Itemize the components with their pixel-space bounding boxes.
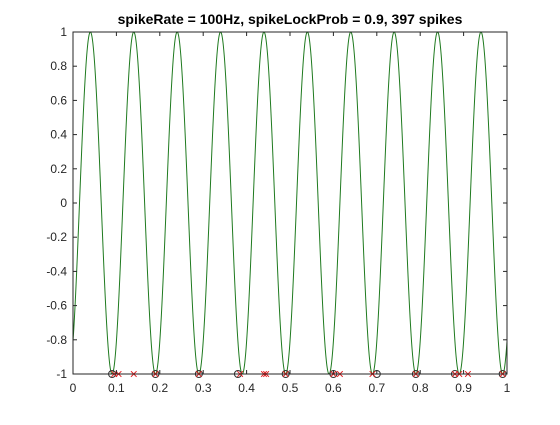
plot-frame <box>72 31 508 375</box>
x-tick-label: 0 <box>70 381 77 395</box>
x-tick-label: 1 <box>504 381 511 395</box>
y-tick-label: -0.4 <box>46 264 67 278</box>
y-tick-label: 0 <box>60 196 67 210</box>
y-tick-label: -0.6 <box>46 299 67 313</box>
x-tick-label: 0.9 <box>455 381 472 395</box>
plot-area <box>73 32 507 374</box>
x-tick-label: 0.6 <box>325 381 342 395</box>
axis-layer: 0 0.1 0.2 0.3 0.4 0.5 0.6 0.7 0.8 0.9 1 -1 -0.8 -0.6 -… <box>46 25 510 395</box>
x-tick-label: 0.2 <box>151 381 168 395</box>
y-tick-label: 0.4 <box>50 128 67 142</box>
y-tick-label: 0.2 <box>50 162 67 176</box>
x-tick-label: 0.1 <box>108 381 125 395</box>
x-tick-label: 0.4 <box>238 381 255 395</box>
chart-title: spikeRate = 100Hz, spikeLockProb = 0.9, … <box>118 11 463 27</box>
y-tick-label: 0.6 <box>50 93 67 107</box>
y-tick-label: -0.8 <box>46 333 67 347</box>
y-tick-label: 0.8 <box>50 59 67 73</box>
x-tick-label: 0.8 <box>412 381 429 395</box>
y-tick-label: -0.2 <box>46 230 67 244</box>
y-tick-label: 1 <box>60 25 67 39</box>
x-tick-label: 0.3 <box>195 381 212 395</box>
x-tick-label: 0.5 <box>282 381 299 395</box>
series-layer <box>72 31 508 375</box>
y-tick-label: -1 <box>56 367 67 381</box>
sinusoid-line <box>72 31 508 375</box>
x-tick-label: 0.7 <box>368 381 385 395</box>
